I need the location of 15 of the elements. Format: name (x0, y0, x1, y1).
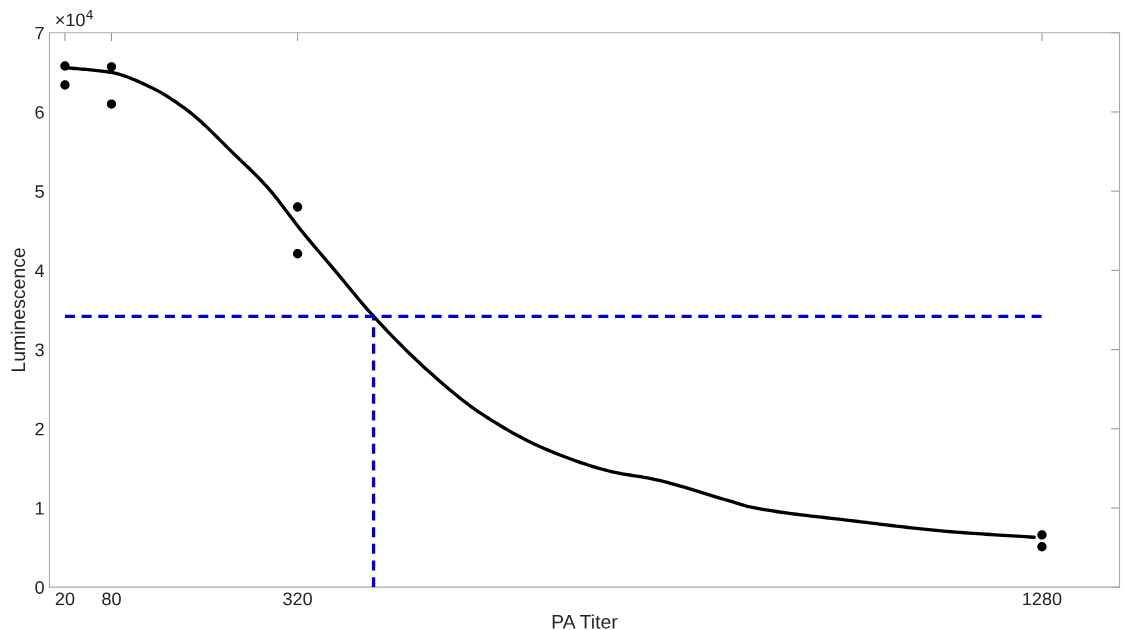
y-tick-label: 7 (35, 26, 44, 40)
y-tick-label: 5 (35, 185, 44, 198)
x-tick-label: 80 (102, 592, 121, 606)
x-tick-label: 20 (55, 592, 75, 606)
y-tick-label: 1 (35, 502, 44, 515)
x-tick-label: 320 (283, 592, 312, 606)
y-tick-label: 0 (35, 581, 44, 594)
y-axis-title: Luminescence (10, 248, 26, 372)
x-axis-title: PA Titer (552, 614, 618, 629)
y-tick-label: 6 (35, 105, 44, 119)
y-tick-label: 2 (35, 422, 44, 436)
text: ×10$^{4}$ (56, 9, 93, 27)
x-tick-label: 1280 (1023, 592, 1062, 606)
y-tick-label: 4 (34, 264, 45, 277)
y-tick-label: 3 (35, 343, 44, 357)
